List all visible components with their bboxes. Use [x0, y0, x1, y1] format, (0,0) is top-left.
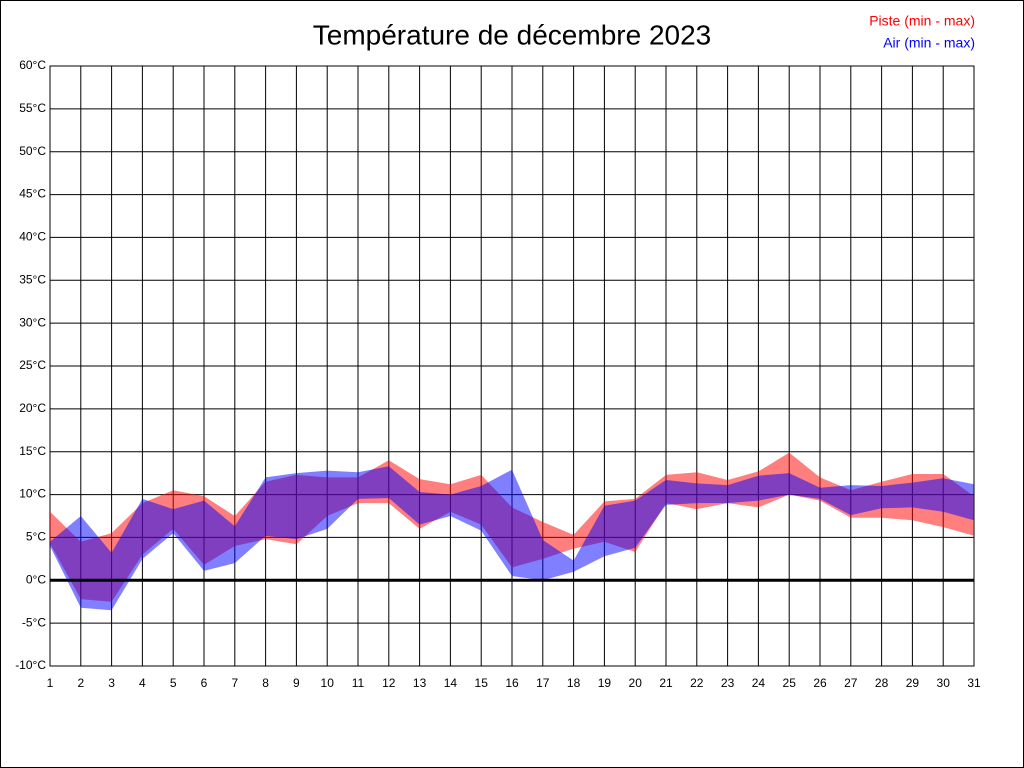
legend-entry: Piste (min - max) [869, 13, 975, 29]
x-tick-label: 5 [170, 676, 177, 690]
x-tick-label: 31 [967, 676, 981, 690]
x-tick-label: 3 [108, 676, 115, 690]
x-tick-label: 25 [783, 676, 797, 690]
x-tick-label: 21 [659, 676, 673, 690]
y-tick-label: 40°C [19, 230, 46, 244]
y-tick-label: 30°C [19, 315, 46, 329]
y-tick-label: 10°C [19, 487, 46, 501]
y-tick-label: 15°C [19, 444, 46, 458]
x-tick-label: 12 [382, 676, 396, 690]
x-tick-label: 14 [444, 676, 458, 690]
y-tick-label: 0°C [26, 572, 46, 586]
x-tick-label: 18 [567, 676, 581, 690]
x-tick-label: 16 [505, 676, 519, 690]
x-tick-label: 24 [752, 676, 766, 690]
x-tick-label: 29 [906, 676, 920, 690]
y-tick-label: 25°C [19, 358, 46, 372]
x-tick-label: 2 [77, 676, 84, 690]
y-tick-label: -5°C [22, 615, 46, 629]
x-tick-label: 13 [413, 676, 427, 690]
range-area [50, 466, 974, 611]
x-tick-label: 11 [352, 676, 365, 690]
x-tick-label: 17 [536, 676, 550, 690]
x-tick-label: 9 [293, 676, 300, 690]
x-tick-label: 22 [690, 676, 704, 690]
x-tick-label: 7 [231, 676, 238, 690]
x-tick-label: 1 [47, 676, 54, 690]
y-tick-label: -10°C [15, 658, 46, 672]
x-tick-label: 30 [937, 676, 951, 690]
x-tick-label: 6 [201, 676, 208, 690]
y-tick-label: 50°C [19, 144, 46, 158]
x-tick-label: 19 [598, 676, 612, 690]
x-tick-label: 4 [139, 676, 146, 690]
x-tick-label: 28 [875, 676, 889, 690]
x-tick-label: 20 [629, 676, 643, 690]
y-tick-label: 35°C [19, 272, 46, 286]
legend-entry: Air (min - max) [883, 35, 975, 51]
x-tick-label: 26 [813, 676, 827, 690]
chart-title: Température de décembre 2023 [313, 19, 711, 50]
y-tick-label: 45°C [19, 187, 46, 201]
y-tick-label: 55°C [19, 101, 46, 115]
x-tick-label: 15 [475, 676, 489, 690]
x-tick-label: 8 [262, 676, 269, 690]
x-tick-label: 23 [721, 676, 735, 690]
y-tick-label: 60°C [19, 58, 46, 72]
y-tick-label: 5°C [26, 530, 46, 544]
x-tick-label: 27 [844, 676, 858, 690]
x-tick-label: 10 [321, 676, 335, 690]
y-tick-label: 20°C [19, 401, 46, 415]
